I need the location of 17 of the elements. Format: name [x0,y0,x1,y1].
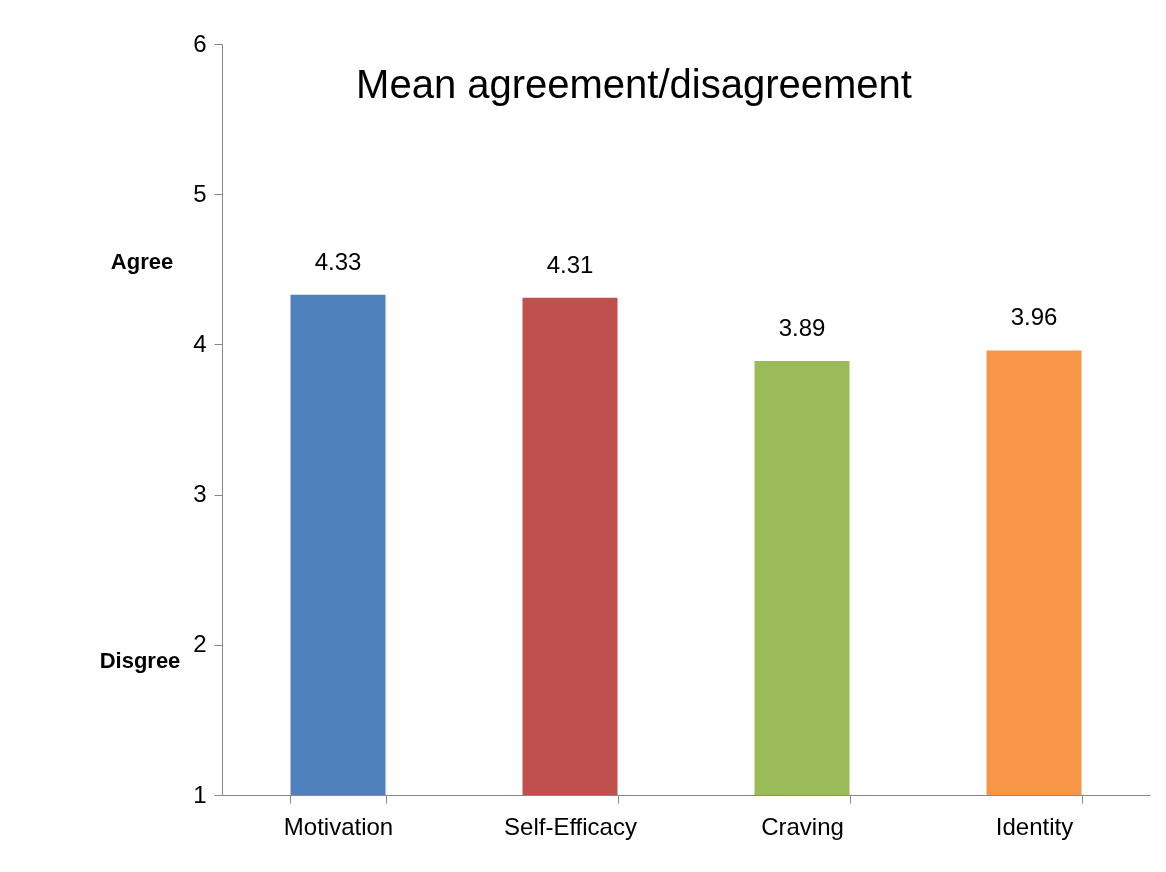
x-tick-label: Identity [995,812,1074,840]
y-tick-label: 2 [193,630,207,658]
text: Agree [110,249,174,274]
text: Disgree [99,648,181,673]
data-label: 4.31 [546,250,594,278]
y-tick-label: 1 [193,780,207,808]
y-tick-label: 4 [193,329,207,357]
y-tick-label: 6 [193,29,207,57]
data-label: 4.33 [314,247,362,275]
x-tick-label: Self-Efficacy [504,812,637,840]
data-label: 3.89 [778,313,826,341]
x-tick-label: Motivation [283,812,394,840]
data-label: 3.96 [1010,303,1058,331]
chart-title: Mean agreement/disagreement [356,62,912,106]
y-tick-label: 3 [193,480,207,508]
y-tick-label: 5 [193,179,207,207]
x-tick-label: Craving [761,812,844,840]
